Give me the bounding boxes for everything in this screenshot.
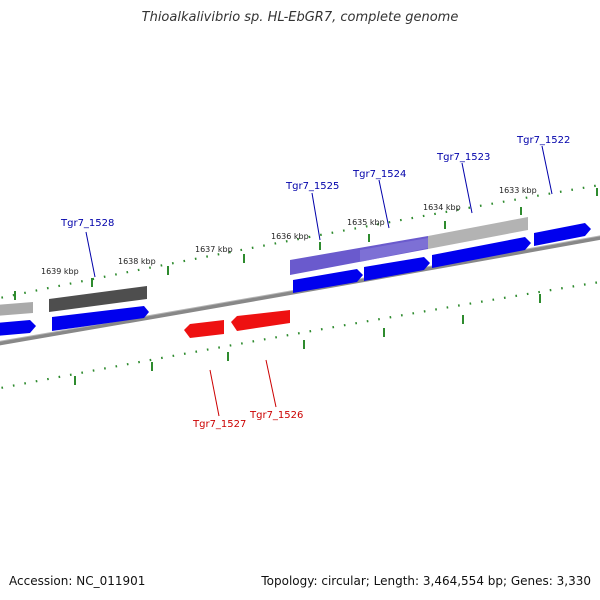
gene-label[interactable]: Tgr7_1527: [192, 419, 246, 430]
accession-label: Accession: NC_011901: [9, 574, 146, 588]
forward-cds: [0, 223, 591, 336]
label-line: [541, 145, 553, 195]
cds-arrow[interactable]: [364, 257, 430, 281]
map-title: Thioalkalivibrio sp. HL-EbGR7, complete …: [141, 10, 459, 25]
label-line: [209, 369, 220, 417]
feature-track: [0, 217, 528, 316]
label-line: [378, 179, 390, 229]
gene-label[interactable]: Tgr7_1526: [249, 410, 303, 421]
cds-arrow-reverse[interactable]: [184, 320, 224, 338]
genome-summary: Topology: circular; Length: 3,464,554 bp…: [261, 574, 591, 588]
inner-scale-arc: [0, 280, 600, 390]
scale-label: 1637 kbp: [195, 245, 233, 254]
scale-label: 1636 kbp: [271, 232, 309, 241]
cds-arrow-reverse[interactable]: [231, 310, 290, 331]
outer-scale-arc: [0, 183, 600, 300]
cds-arrow[interactable]: [432, 237, 531, 268]
label-line: [461, 162, 473, 214]
gene-label[interactable]: Tgr7_1525: [285, 181, 339, 192]
reverse-label-lines: [209, 359, 277, 417]
gene-label[interactable]: Tgr7_1524: [352, 169, 406, 180]
inner-major-ticks: [74, 294, 541, 385]
label-line: [265, 359, 277, 408]
label-line: [311, 192, 321, 241]
scale-label: 1639 kbp: [41, 267, 79, 276]
cds-arrow[interactable]: [0, 320, 36, 336]
feature-gray-left: [0, 302, 33, 316]
label-line: [85, 231, 96, 278]
cds-arrow[interactable]: [52, 306, 149, 331]
cds-arrow[interactable]: [534, 223, 591, 246]
scale-label: 1638 kbp: [118, 257, 156, 266]
feature-dark: [49, 286, 147, 312]
cds-arrow[interactable]: [293, 269, 363, 293]
scale-label: 1635 kbp: [347, 218, 385, 227]
feature-gray-right: [428, 217, 528, 249]
gene-label[interactable]: Tgr7_1528: [60, 218, 114, 229]
forward-label-lines: [85, 145, 553, 278]
feature-highlight-shade: [360, 238, 428, 262]
outer-major-ticks: [14, 188, 598, 300]
scale-label: 1633 kbp: [499, 186, 537, 195]
reverse-cds: [184, 310, 290, 338]
scale-label: 1634 kbp: [423, 203, 461, 212]
gene-label[interactable]: Tgr7_1522: [516, 135, 570, 146]
gene-label[interactable]: Tgr7_1523: [436, 152, 490, 163]
